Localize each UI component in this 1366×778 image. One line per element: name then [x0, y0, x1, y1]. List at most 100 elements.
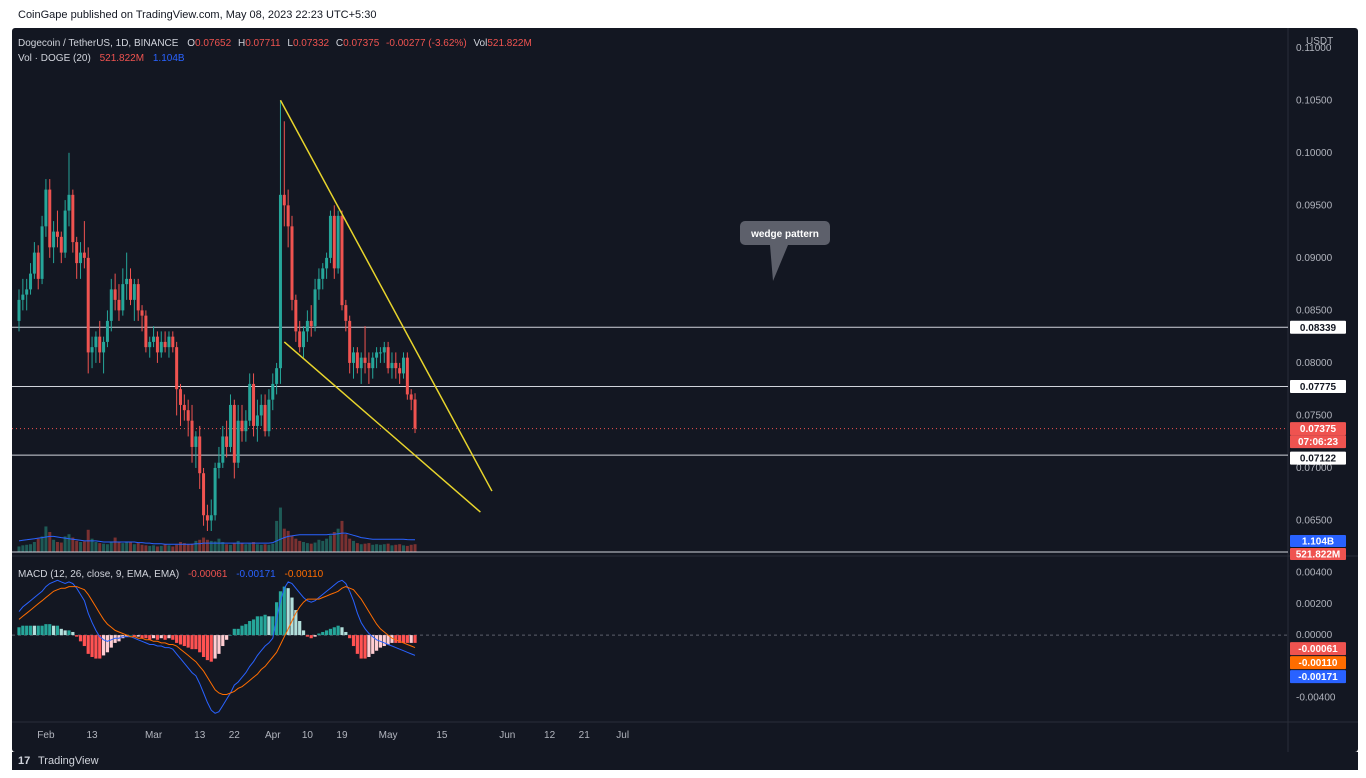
- time-tick-label: 13: [86, 730, 98, 741]
- legend-l-label: L: [287, 38, 293, 49]
- candle-body: [271, 383, 275, 400]
- macd-histogram-bar: [340, 627, 344, 636]
- volume-bar: [332, 532, 336, 552]
- candle-body: [240, 420, 244, 432]
- macd-histogram-bar: [401, 635, 406, 643]
- candle-body: [205, 515, 209, 521]
- volume-bar: [221, 542, 225, 552]
- horizontal-levels[interactable]: [12, 326, 1288, 456]
- macd-histogram-bar: [398, 635, 402, 643]
- macd-histogram-bar: [36, 625, 40, 636]
- candle-body: [332, 215, 336, 269]
- macd-histogram-bar: [209, 635, 213, 662]
- macd-histogram-bar: [267, 616, 271, 636]
- volume-ma-label: 1.104B: [1290, 535, 1346, 548]
- macd-histogram-bar: [21, 625, 25, 636]
- macd-histogram-bar: [125, 635, 129, 637]
- time-tick-label: 21: [579, 730, 591, 741]
- candle-body: [375, 352, 379, 358]
- tradingview-brand[interactable]: TradingView: [38, 755, 99, 767]
- macd-histogram-bar: [140, 635, 144, 639]
- macd-histogram-bar: [413, 635, 417, 643]
- macd-histogram-bar: [136, 635, 140, 637]
- price-tick-label: 0.07000: [1296, 463, 1333, 474]
- legend-volume[interactable]: Vol · DOGE (20) 521.822M 1.104B: [18, 53, 185, 64]
- macd-histogram-bar: [255, 616, 259, 636]
- macd-histogram-bar: [144, 635, 148, 639]
- volume-bar: [186, 544, 190, 552]
- volume-bar: [313, 542, 317, 552]
- macd-histogram-bar: [305, 635, 309, 637]
- volume-bar: [317, 539, 321, 552]
- volume-bar: [148, 545, 152, 552]
- candle-body: [125, 278, 129, 285]
- macd-histogram-bar: [48, 624, 52, 636]
- volume-bar: [98, 543, 102, 552]
- legend-h-value: 0.07711: [245, 38, 281, 49]
- volume-bar: [302, 542, 306, 552]
- candle-body: [32, 252, 36, 274]
- tradingview-logo-icon[interactable]: 17: [18, 755, 31, 767]
- chart-canvas[interactable]: 0.11000 0.10500 0.10000 0.09500 0.09000 0.085…: [12, 28, 1358, 752]
- macd-histogram-bar: [309, 635, 313, 639]
- legend-vol-value-1: 521.822M: [100, 53, 144, 64]
- candle-body: [328, 215, 332, 258]
- candle-body: [267, 399, 271, 432]
- volume-bar: [352, 540, 356, 552]
- volume-bar: [94, 542, 98, 552]
- macd-histogram-bar: [59, 628, 63, 636]
- candle-body: [286, 205, 290, 227]
- volume-bar: [144, 545, 148, 552]
- macd-histogram-bar: [405, 635, 409, 643]
- legend-main[interactable]: Dogecoin / TetherUS, 1D, BINANCE O0.0765…: [18, 38, 532, 49]
- volume-bar: [409, 544, 413, 552]
- candle-body: [413, 399, 417, 429]
- volume-bar: [405, 545, 409, 552]
- legend-vol-value: 521.822M: [487, 38, 531, 49]
- candles: [17, 100, 417, 531]
- time-tick-label: Mar: [145, 730, 163, 741]
- chart-area[interactable]: 0.11000 0.10500 0.10000 0.09500 0.09000 0.085…: [12, 28, 1358, 752]
- candle-body: [171, 336, 175, 348]
- macd-pane: [12, 579, 1288, 714]
- macd-histogram-bar: [371, 635, 375, 654]
- macd-histogram-bar: [386, 635, 390, 645]
- macd-histogram-bar: [290, 597, 294, 636]
- macd-histogram-bar: [151, 635, 156, 639]
- legend-macd-value-3: -0.00110: [284, 569, 323, 580]
- candle-body: [44, 189, 48, 227]
- macd-histogram-bar: [201, 635, 206, 657]
- macd-histogram-bar: [355, 635, 359, 654]
- level-label-3-text: 0.07122: [1300, 454, 1337, 465]
- volume-bar: [336, 528, 340, 552]
- volume-bar: [159, 545, 163, 552]
- volume-ma-label-bg: [1290, 535, 1346, 547]
- candle-body: [155, 336, 159, 353]
- candle-body: [309, 320, 313, 327]
- time-tick-label: 15: [436, 730, 448, 741]
- legend-macd[interactable]: MACD (12, 26, close, 9, EMA, EMA) -0.000…: [18, 569, 324, 580]
- candle-body: [148, 341, 152, 348]
- volume-ma-path: [18, 532, 415, 545]
- candle-body: [382, 347, 386, 353]
- macd-histogram-bar: [105, 635, 110, 653]
- candle-body: [217, 462, 221, 468]
- macd-histogram-bar: [259, 616, 263, 636]
- candle-body: [25, 289, 29, 295]
- macd-signal-label: -0.00110: [1290, 656, 1346, 670]
- legend-vol-label: Vol: [473, 38, 487, 49]
- candle-body: [36, 252, 40, 279]
- callout-pointer: [770, 245, 788, 281]
- wedge-lines[interactable]: [279, 99, 493, 513]
- volume-bar: [328, 535, 332, 552]
- volume-bar: [44, 526, 48, 552]
- wedge-pattern-callout[interactable]: wedge pattern: [740, 221, 830, 281]
- volume-bar: [67, 534, 71, 552]
- candle-body: [63, 210, 67, 253]
- candle-body: [390, 362, 394, 369]
- volume-bar: [190, 543, 194, 552]
- volume-bar: [290, 535, 294, 552]
- volume-bar: [382, 544, 386, 552]
- countdown-label-bg: [1290, 435, 1346, 449]
- macd-histogram-bar: [367, 635, 371, 657]
